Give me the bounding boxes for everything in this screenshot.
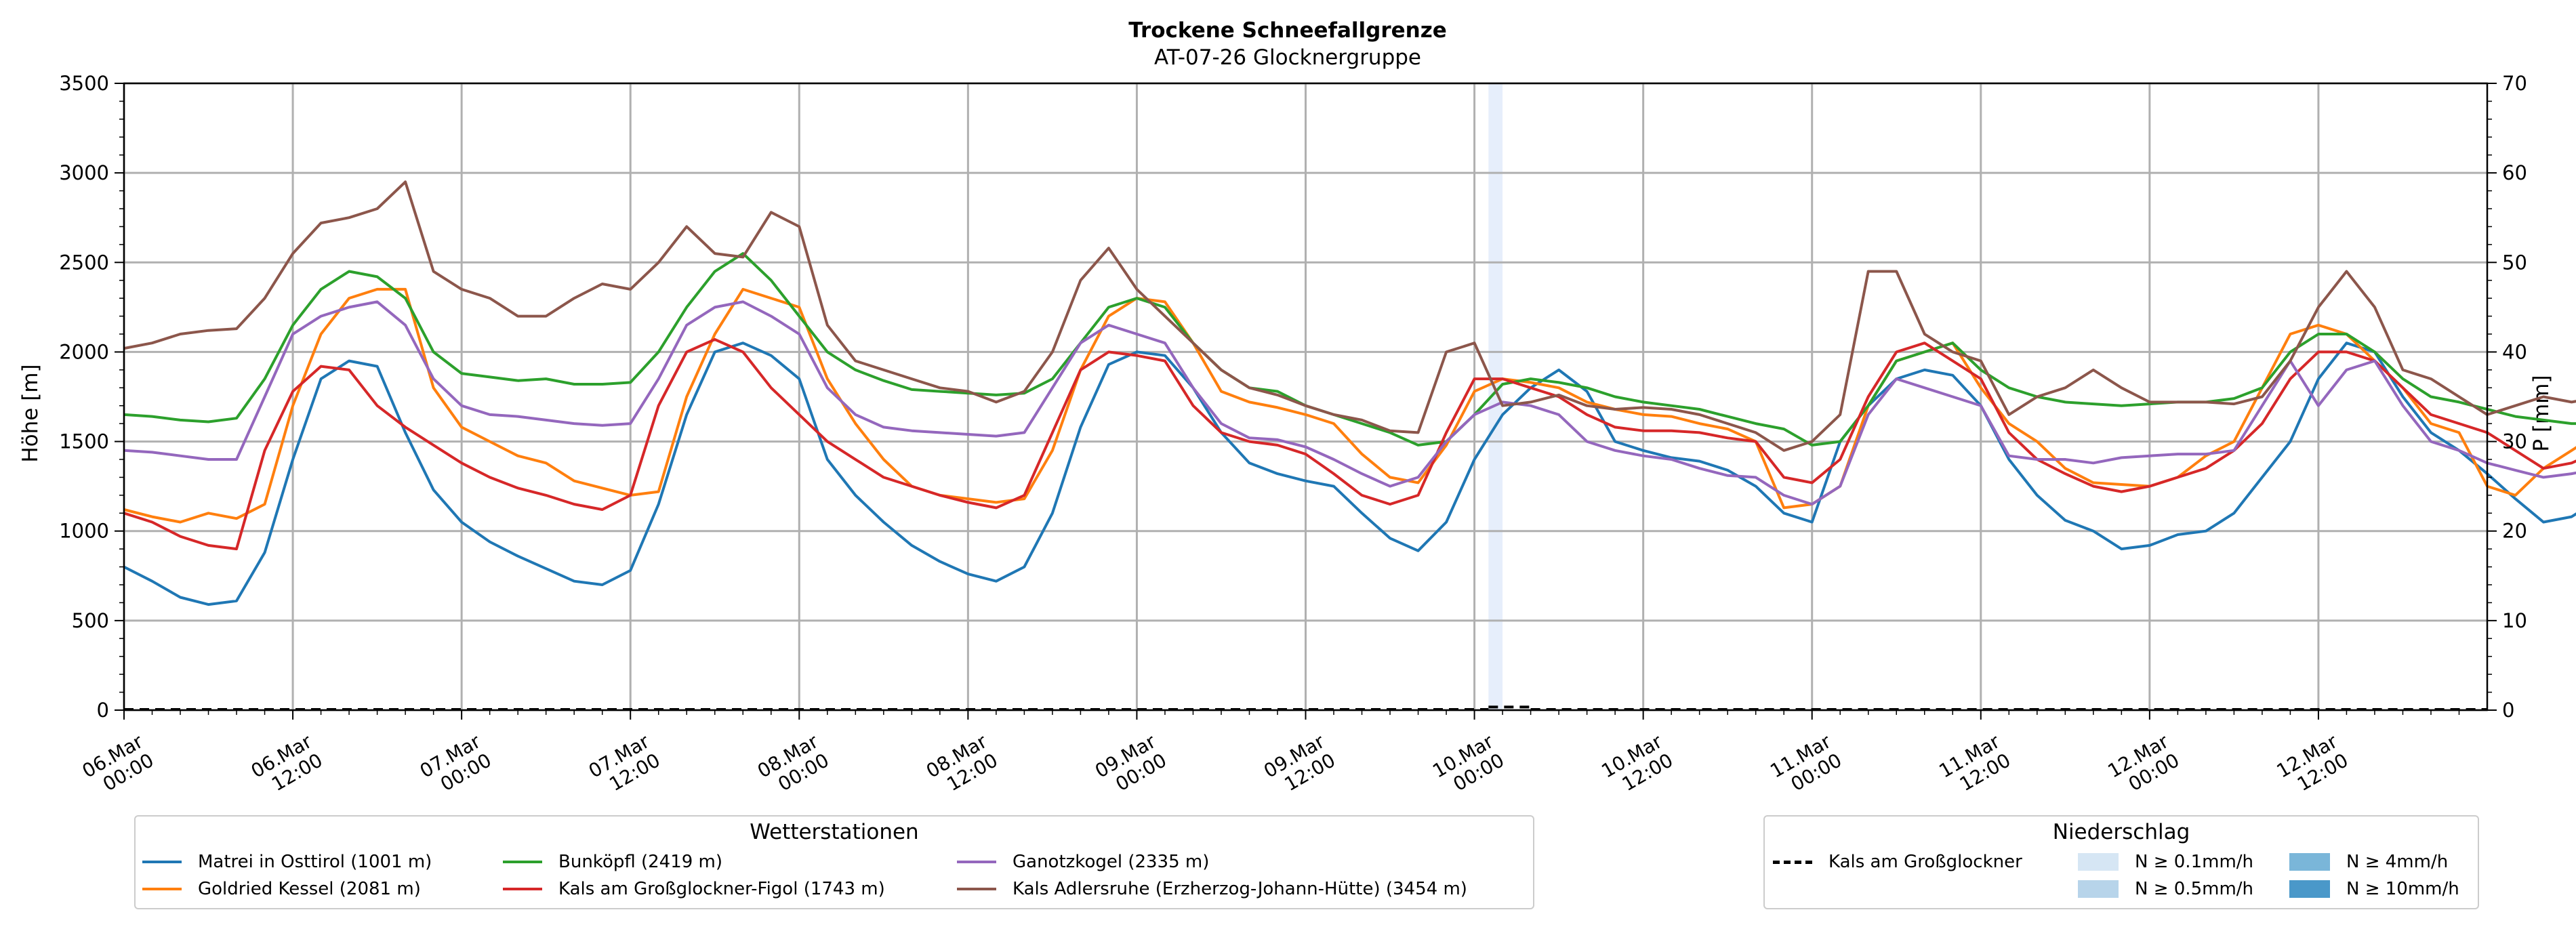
legend-item-bunkoepfl: Bunköpfl (2419 m)	[503, 852, 722, 872]
legend-label-level-4: N ≥ 10mm/h	[2346, 879, 2459, 899]
y2-tick-label: 10	[2502, 609, 2527, 632]
legend-label-goldried: Goldried Kessel (2081 m)	[198, 879, 421, 899]
legend-swatch-level-4	[2289, 880, 2330, 898]
legend-swatch-level-1	[2078, 853, 2119, 871]
x-tick-label: 06.Mar12:00	[247, 730, 327, 801]
y2-tick-label: 40	[2502, 340, 2527, 363]
y-tick-label: 2000	[59, 340, 109, 363]
legend-label-level-1: N ≥ 0.1mm/h	[2135, 852, 2254, 872]
legend-swatch-figol	[503, 888, 542, 890]
legend-swatch-matrei	[142, 861, 182, 863]
legend-swatch-level-2	[2078, 880, 2119, 898]
legend-item-level-3: N ≥ 4mm/h	[2289, 852, 2448, 872]
chart-title: Trockene Schneefallgrenze	[1128, 18, 1447, 43]
y2-axis-label: P [mm]	[2529, 375, 2554, 451]
legend-label-precip-line: Kals am Großglockner	[1828, 852, 2022, 872]
y-tick-label: 1000	[59, 520, 109, 543]
legend-precip-title: Niederschlag	[2052, 820, 2190, 844]
legend-item-level-1: N ≥ 0.1mm/h	[2078, 852, 2253, 872]
legend-item-precip-line: Kals am Großglockner	[1773, 852, 2022, 872]
legend-label-level-3: N ≥ 4mm/h	[2346, 852, 2449, 872]
legend-stations: Wetterstationen Matrei in Osttirol (1001…	[134, 815, 1534, 909]
legend-swatch-goldried	[142, 888, 182, 890]
x-tick-label: 12.Mar00:00	[2104, 730, 2184, 801]
legend-label-bunkoepfl: Bunköpfl (2419 m)	[558, 852, 723, 872]
chart-subtitle: AT-07-26 Glocknergruppe	[1154, 45, 1421, 70]
y2-tick-label: 20	[2502, 520, 2527, 543]
legend-label-level-2: N ≥ 0.5mm/h	[2135, 879, 2254, 899]
x-tick-label: 08.Mar00:00	[754, 730, 833, 801]
x-tick-label: 06.Mar00:00	[79, 730, 158, 801]
legend-stations-title: Wetterstationen	[750, 820, 919, 844]
series-line-0	[123, 342, 2576, 606]
legend-label-adlersruhe: Kals Adlersruhe (Erzherzog-Johann-Hütte)…	[1013, 879, 1467, 899]
series-line-5	[123, 180, 2576, 452]
legend-label-ganotzkogel: Ganotzkogel (2335 m)	[1013, 852, 1210, 872]
legend-item-level-4: N ≥ 10mm/h	[2289, 879, 2459, 899]
x-tick-label: 09.Mar00:00	[1091, 730, 1170, 801]
legend-swatch-bunkoepfl	[503, 861, 542, 863]
x-tick-label: 10.Mar12:00	[1597, 730, 1677, 801]
y2-tick-label: 30	[2502, 430, 2527, 453]
y-tick-label: 3500	[59, 72, 109, 95]
legend-swatch-ganotzkogel	[957, 861, 996, 863]
x-tick-label: 07.Mar00:00	[416, 730, 495, 801]
series-line-2	[123, 252, 2576, 447]
legend-label-figol: Kals am Großglockner-Figol (1743 m)	[558, 879, 885, 899]
y-tick-label: 0	[97, 699, 109, 722]
series-line-3	[123, 337, 2576, 551]
x-tick-label: 09.Mar12:00	[1260, 730, 1339, 801]
legend-item-goldried: Goldried Kessel (2081 m)	[142, 879, 421, 899]
y-tick-label: 500	[72, 609, 109, 632]
y-tick-label: 2500	[59, 251, 109, 274]
legend-item-level-2: N ≥ 0.5mm/h	[2078, 879, 2253, 899]
y-tick-label: 1500	[59, 430, 109, 453]
precip-highlight-band	[1488, 83, 1503, 710]
legend-precip: Niederschlag Kals am Großglockner N ≥ 0.…	[1763, 815, 2479, 909]
legend-item-ganotzkogel: Ganotzkogel (2335 m)	[957, 852, 1209, 872]
legend-swatch-level-3	[2289, 853, 2330, 871]
legend-item-matrei: Matrei in Osttirol (1001 m)	[142, 852, 432, 872]
legend-swatch-precip-line	[1773, 860, 1812, 864]
legend-label-matrei: Matrei in Osttirol (1001 m)	[198, 852, 432, 872]
x-tick-label: 07.Mar12:00	[585, 730, 664, 801]
legend-item-adlersruhe: Kals Adlersruhe (Erzherzog-Johann-Hütte)…	[957, 879, 1467, 899]
y2-tick-label: 0	[2502, 699, 2514, 722]
x-tick-label: 11.Mar12:00	[1935, 730, 2014, 801]
y-axis-label: Höhe [m]	[18, 364, 43, 462]
x-tick-label: 12.Mar12:00	[2273, 730, 2352, 801]
y-tick-label: 3000	[59, 161, 109, 184]
x-tick-label: 08.Mar12:00	[922, 730, 1002, 801]
x-tick-label: 11.Mar00:00	[1766, 730, 1845, 801]
y2-tick-label: 60	[2502, 161, 2527, 184]
legend-swatch-adlersruhe	[957, 888, 996, 890]
y2-tick-label: 50	[2502, 251, 2527, 274]
y2-tick-label: 70	[2502, 72, 2527, 95]
legend-item-figol: Kals am Großglockner-Figol (1743 m)	[503, 879, 885, 899]
x-tick-label: 10.Mar00:00	[1429, 730, 1508, 801]
